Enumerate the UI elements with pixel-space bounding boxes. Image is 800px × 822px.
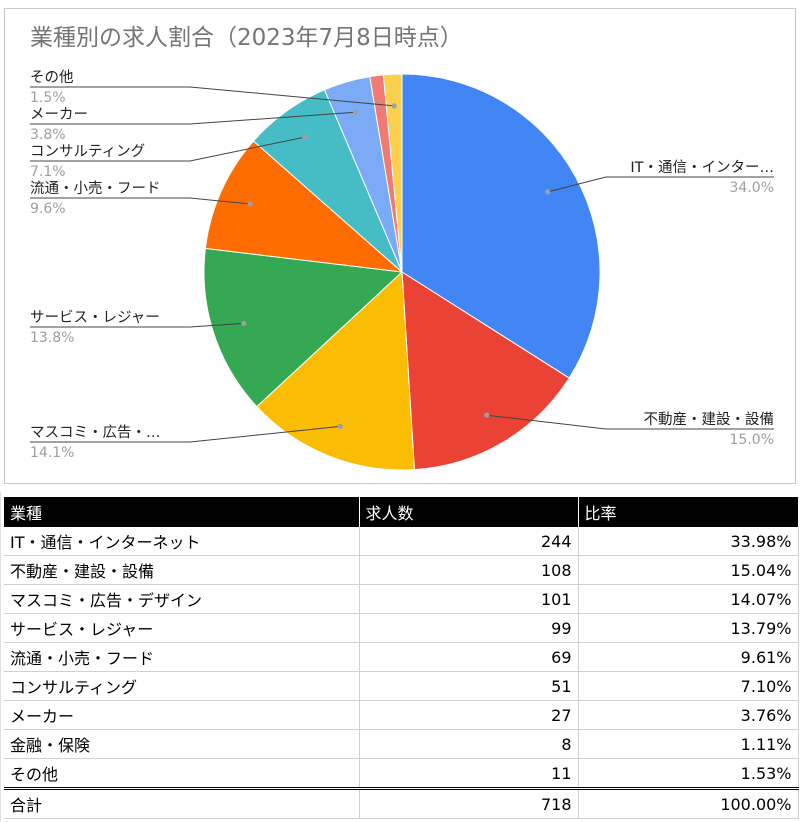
leader-dot (391, 103, 397, 109)
cell-count[interactable]: 69 (359, 642, 579, 672)
table-row: 金融・保険 8 1.11% (4, 729, 799, 759)
pie-slice[interactable] (401, 73, 601, 379)
chart-frame (4, 8, 796, 484)
cell-ratio[interactable]: 1.11% (578, 729, 799, 759)
cell-count[interactable]: 11 (359, 758, 579, 789)
slice-percent-label: 7.1% (30, 164, 66, 180)
leader-dot (247, 201, 253, 207)
cell-industry[interactable]: メーカー (4, 700, 360, 730)
leader-line (30, 111, 356, 125)
pie-svg: IT・通信・インター… 34.0% 不動産・建設・設備 15.0% マスコミ・広告・… 1… (30, 69, 775, 471)
cell-ratio[interactable]: 14.07% (578, 584, 799, 614)
table-row: コンサルティング 51 7.10% (4, 671, 799, 701)
leader-line (486, 414, 774, 430)
leader-dot (241, 320, 247, 326)
table-body: IT・通信・インターネット 244 33.98% 不動産・建設・設備 108 15.04%… (4, 527, 799, 819)
cell-ratio[interactable]: 33.98% (578, 527, 799, 556)
slice-percent-label: 15.0% (730, 432, 774, 448)
table-row: メーカー 27 3.76% (4, 700, 799, 730)
total-count[interactable]: 718 (359, 787, 579, 819)
cell-ratio[interactable]: 15.04% (578, 555, 799, 585)
leader-line (30, 136, 305, 162)
slice-percent-label: 34.0% (730, 180, 774, 196)
cell-count[interactable]: 99 (359, 613, 579, 643)
table-total-row: 合計 718 100.00% (4, 787, 799, 819)
leader-line (30, 86, 395, 107)
cell-ratio[interactable]: 13.79% (578, 613, 799, 643)
cell-industry[interactable]: コンサルティング (4, 671, 360, 701)
total-ratio[interactable]: 100.00% (578, 787, 799, 819)
slice-label: サービス・レジャー (30, 309, 160, 326)
leader-line (30, 425, 341, 443)
cell-ratio[interactable]: 7.10% (578, 671, 799, 701)
cell-count[interactable]: 108 (359, 555, 579, 585)
slice-percent-label: 13.8% (30, 330, 74, 346)
cell-ratio[interactable]: 3.76% (578, 700, 799, 730)
leader-dot (545, 189, 551, 195)
header-industry[interactable]: 業種 (4, 497, 360, 527)
table-row: その他 11 1.53% (4, 758, 799, 789)
slice-label: 流通・小売・フード (30, 180, 161, 197)
cell-industry[interactable]: 不動産・建設・設備 (4, 555, 360, 585)
cell-ratio[interactable]: 9.61% (578, 642, 799, 672)
slice-percent-label: 9.6% (30, 201, 66, 217)
pie-slice[interactable] (382, 73, 403, 273)
cell-industry[interactable]: サービス・レジャー (4, 613, 360, 643)
leader-line (30, 322, 244, 328)
cell-count[interactable]: 51 (359, 671, 579, 701)
table-row: 流通・小売・フード 69 9.61% (4, 642, 799, 672)
slice-label: その他 (30, 69, 74, 86)
table-row: IT・通信・インターネット 244 33.98% (4, 527, 799, 556)
leader-dot (353, 109, 359, 115)
cell-industry[interactable]: その他 (4, 758, 360, 789)
cell-industry[interactable]: 金融・保険 (4, 729, 360, 759)
slice-percent-label: 3.8% (30, 127, 66, 143)
leader-dot (302, 134, 308, 140)
table-row: マスコミ・広告・デザイン 101 14.07% (4, 584, 799, 614)
cell-count[interactable]: 8 (359, 729, 579, 759)
slice-percent-label: 1.5% (30, 90, 66, 106)
pie-slice[interactable] (203, 247, 404, 408)
header-ratio[interactable]: 比率 (578, 497, 799, 527)
pie-chart[interactable]: 業種別の求人割合（2023年7月8日時点） IT・通信・インター… 34.0% 不動… (0, 0, 800, 492)
table-row: 不動産・建設・設備 108 15.04% (4, 555, 799, 585)
slice-label: 不動産・建設・設備 (644, 411, 775, 428)
cell-ratio[interactable]: 1.53% (578, 758, 799, 789)
slice-label: IT・通信・インター… (630, 159, 774, 176)
cell-industry[interactable]: マスコミ・広告・デザイン (4, 584, 360, 614)
cell-count[interactable]: 27 (359, 700, 579, 730)
table-row: サービス・レジャー 99 13.79% (4, 613, 799, 643)
cell-industry[interactable]: 流通・小売・フード (4, 642, 360, 672)
slice-label: コンサルティング (30, 143, 145, 160)
leader-line (30, 197, 251, 205)
chart-title: 業種別の求人割合（2023年7月8日時点） (30, 25, 463, 51)
table-header-row: 業種 求人数 比率 (4, 497, 799, 527)
cell-count[interactable]: 244 (359, 527, 579, 556)
total-label[interactable]: 合計 (4, 787, 360, 819)
cell-industry[interactable]: IT・通信・インターネット (4, 527, 360, 556)
data-table: 業種 求人数 比率 IT・通信・インターネット 244 33.98% 不動産・建設・設… (4, 497, 799, 819)
leader-dot (484, 412, 490, 418)
cell-count[interactable]: 101 (359, 584, 579, 614)
pie-slice[interactable] (256, 270, 415, 471)
slice-label: メーカー (30, 107, 88, 123)
header-count[interactable]: 求人数 (359, 497, 579, 527)
pie-slice[interactable] (204, 140, 404, 273)
leader-dot (337, 423, 343, 429)
slice-percent-label: 14.1% (30, 445, 74, 461)
leader-line (547, 176, 774, 193)
slice-label: マスコミ・広告・… (30, 424, 161, 441)
